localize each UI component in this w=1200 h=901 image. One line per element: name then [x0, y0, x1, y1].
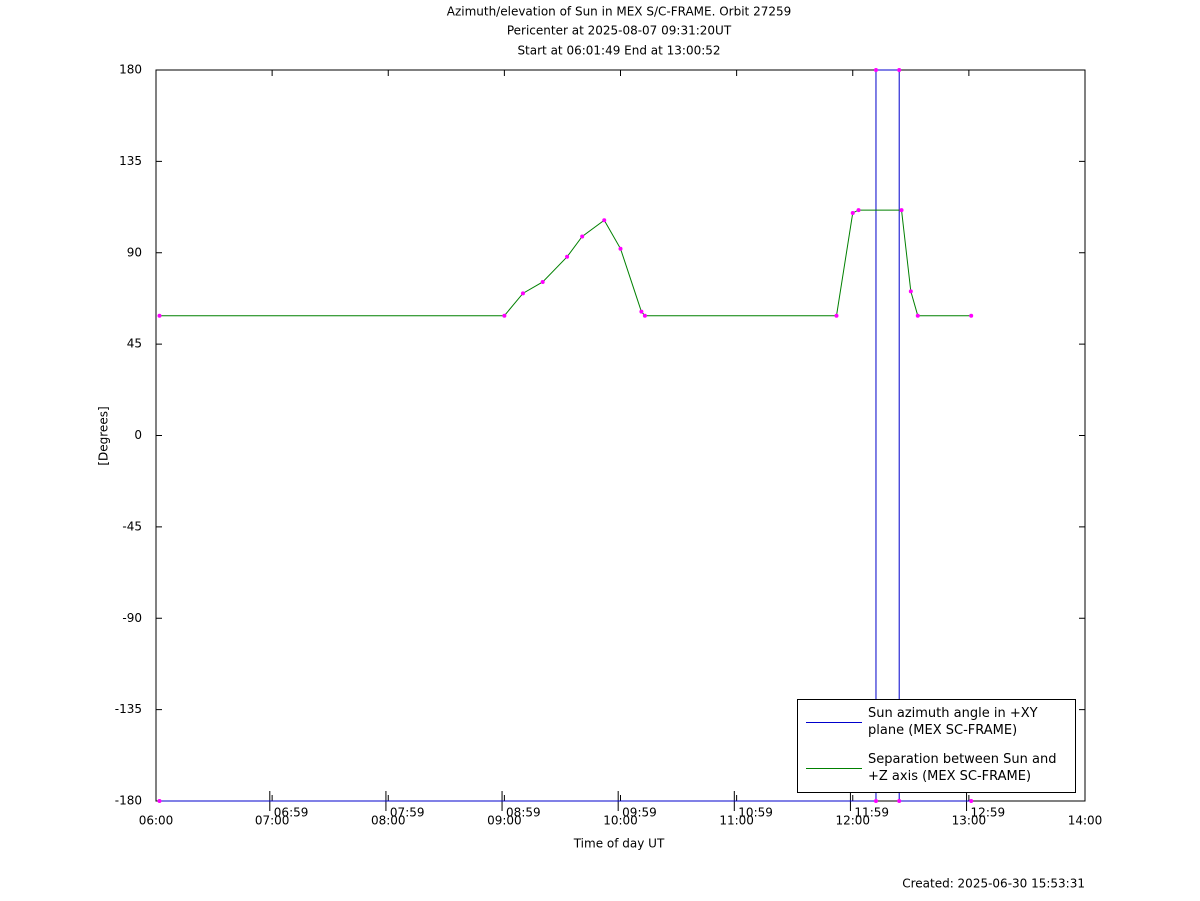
y-tick-label: 45	[127, 337, 142, 351]
annotation: 11:59	[854, 806, 889, 820]
point-marker	[834, 313, 839, 318]
series-line	[159, 209, 972, 317]
annotation: 10:59	[738, 806, 773, 820]
point-marker	[969, 799, 974, 803]
point-marker	[157, 799, 162, 803]
x-tick-label: 14:00	[1068, 814, 1103, 828]
legend: Sun azimuth angle in +XY plane (MEX SC-F…	[797, 699, 1076, 793]
x-tick-label: 11:00	[719, 814, 754, 828]
point-marker	[502, 313, 507, 318]
point-marker	[908, 289, 913, 294]
y-tick-label: -90	[122, 611, 142, 625]
y-tick-label: -45	[122, 519, 142, 533]
x-tick-label: 10:00	[603, 814, 638, 828]
annotation: 06:59	[274, 806, 309, 820]
point-marker	[915, 313, 920, 318]
x-axis-label: Time of day UT	[573, 837, 665, 851]
point-marker	[873, 68, 878, 72]
x-tick-label: 13:00	[952, 814, 987, 828]
point-marker	[873, 799, 878, 803]
point-marker	[157, 313, 162, 318]
x-tick-label: 07:00	[255, 814, 290, 828]
legend-swatch	[806, 768, 862, 769]
y-tick-label: -180	[115, 794, 142, 808]
y-axis-label: [Degrees]	[97, 406, 111, 465]
y-tick-label: 0	[134, 428, 142, 442]
chart-subtitle: Start at 06:01:49 End at 13:00:52	[517, 44, 720, 58]
point-marker	[899, 208, 904, 213]
point-marker	[602, 218, 607, 223]
y-tick-label: -135	[115, 702, 142, 716]
series-line	[159, 69, 972, 802]
point-marker	[580, 234, 585, 239]
chart-subtitle: Pericenter at 2025-08-07 09:31:20UT	[507, 24, 732, 38]
annotation: 07:59	[390, 806, 425, 820]
point-marker	[642, 313, 647, 318]
point-marker	[850, 210, 855, 215]
annotation: 08:59	[506, 806, 541, 820]
point-marker	[897, 799, 902, 803]
point-marker	[856, 208, 861, 213]
y-tick-label: 180	[119, 63, 142, 77]
point-marker	[897, 68, 902, 72]
legend-swatch	[806, 722, 862, 723]
plot-frame	[155, 69, 1086, 802]
legend-label: Separation between Sun and +Z axis (MEX …	[868, 752, 1057, 784]
x-tick-label: 12:00	[835, 814, 870, 828]
x-tick-label: 06:00	[139, 814, 174, 828]
x-tick-label: 09:00	[487, 814, 522, 828]
chart-title: Azimuth/elevation of Sun in MEX S/C-FRAM…	[447, 5, 792, 19]
point-marker	[969, 313, 974, 318]
point-marker	[540, 279, 545, 284]
y-tick-label: 90	[127, 245, 142, 259]
point-marker	[565, 254, 570, 259]
point-marker	[618, 246, 623, 251]
annotation: 12:59	[971, 806, 1006, 820]
x-tick-label: 08:00	[371, 814, 406, 828]
point-marker	[520, 291, 525, 296]
y-tick-label: 135	[119, 154, 142, 168]
annotation: 09:59	[622, 806, 657, 820]
point-marker	[639, 309, 644, 314]
legend-label: Sun azimuth angle in +XY plane (MEX SC-F…	[868, 706, 1038, 738]
footer: Created: 2025-06-30 15:53:31	[902, 877, 1085, 891]
